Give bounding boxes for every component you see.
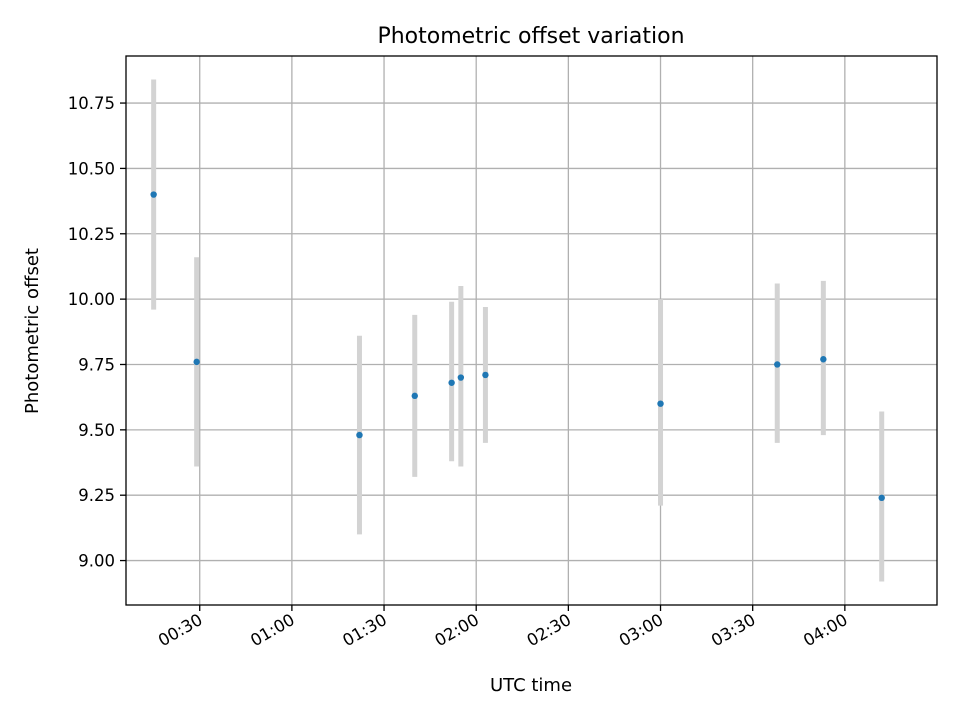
data-point [411,392,418,400]
data-point [150,191,157,198]
data-point [356,431,363,439]
y-axis-label: Photometric offset [22,248,43,414]
points-layer [150,191,885,502]
y-tick-label: 10.75 [68,94,115,113]
data-point [457,374,465,381]
data-point [774,361,781,368]
data-point [820,356,827,363]
y-tick-label: 10.00 [68,290,115,309]
data-point [878,494,885,502]
y-tick-label: 10.50 [68,159,115,178]
y-tick-label: 9.75 [78,355,115,374]
y-tick-label: 10.25 [68,225,115,244]
data-point [657,400,664,407]
y-tick-label: 9.25 [78,486,115,505]
plot-frame [125,55,938,606]
data-point [193,358,200,366]
y-tick-label: 9.50 [78,421,115,440]
x-axis-label: UTC time [490,675,572,696]
y-tick-label: 9.00 [78,552,115,571]
data-point [482,371,489,379]
chart-title: Photometric offset variation [377,24,684,49]
data-point [448,379,455,386]
